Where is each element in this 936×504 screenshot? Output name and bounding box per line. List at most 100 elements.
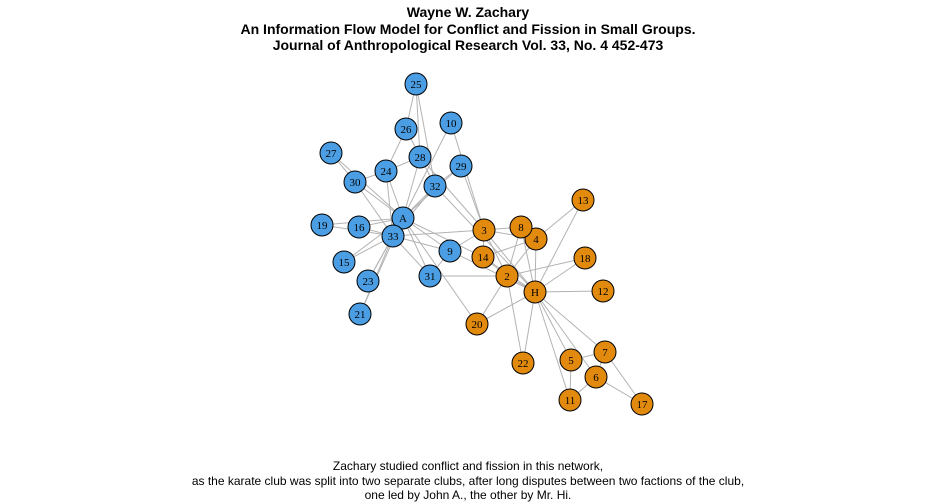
node-label-2: 2 [504,271,510,283]
node-circle-17 [630,392,654,416]
node-circle-26 [394,117,418,141]
node-circle-15 [332,250,356,274]
node-label-29: 29 [456,161,468,173]
node-circle-24 [374,159,398,183]
node-circle-32 [423,174,447,198]
node-label-9: 9 [447,246,453,258]
edge-25-28 [415,83,421,158]
node-12: 12 [591,279,615,303]
node-label-28: 28 [415,152,427,164]
node-circle-11 [558,388,582,412]
node-circle-14 [471,245,495,269]
edge-2-22 [506,275,524,364]
caption-block: Zachary studied conflict and fission in … [0,459,936,503]
edge-H-5 [534,291,572,361]
node-label-20: 20 [472,319,484,331]
edge-H-13 [534,199,584,293]
node-24: 24 [374,159,398,183]
node-label-11: 11 [565,395,576,407]
node-circle-A [391,206,415,230]
title-block: Wayne W. Zachary An Information Flow Mod… [0,4,936,54]
node-21: 21 [348,302,372,326]
node-circle-33 [381,224,405,248]
node-18: 18 [573,246,597,270]
node-22: 22 [511,351,535,375]
node-label-27: 27 [326,148,338,160]
node-circle-28 [408,145,432,169]
node-label-21: 21 [355,309,366,321]
node-5: 5 [559,348,583,372]
node-label-6: 6 [593,372,599,384]
nodes-layer: AH23456789101112131415161718192021222324… [310,72,654,416]
node-label-A: A [399,213,407,225]
edge-H-3 [483,229,536,293]
node-4: 4 [524,227,548,251]
node-label-16: 16 [354,222,366,234]
edge-H-9 [449,250,536,293]
node-3: 3 [472,218,496,242]
node-9: 9 [438,239,462,263]
node-circle-4 [524,227,548,251]
node-25: 25 [404,72,428,96]
journal-line: Journal of Anthropological Research Vol.… [272,37,664,53]
node-label-H: H [531,287,539,299]
node-label-33: 33 [388,231,400,243]
node-circle-21 [348,302,372,326]
node-15: 15 [332,250,356,274]
edge-H-22 [522,291,536,364]
node-circle-16 [347,215,371,239]
node-32: 32 [423,174,447,198]
caption-line-2: as the karate club was split into two se… [191,473,745,488]
node-10: 10 [439,111,463,135]
node-23: 23 [356,269,380,293]
edge-2-18 [506,257,586,277]
edge-H-7 [534,291,606,353]
node-circle-H [523,280,547,304]
node-29: 29 [449,154,473,178]
node-8: 8 [509,215,533,239]
node-label-32: 32 [430,181,441,193]
edge-27-A [330,152,404,219]
node-label-3: 3 [481,225,487,237]
node-26: 26 [394,117,418,141]
edge-3-10 [450,122,485,231]
node-6: 6 [584,365,608,389]
node-label-24: 24 [381,166,393,178]
node-label-15: 15 [339,257,351,269]
caption-line-3: one led by John A., the other by Mr. Hi. [364,488,572,502]
node-H: H [523,280,547,304]
node-27: 27 [319,141,343,165]
node-label-19: 19 [317,220,329,232]
edge-3-28 [419,156,485,231]
node-circle-23 [356,269,380,293]
edge-H-11 [534,291,571,401]
node-circle-18 [573,246,597,270]
node-19: 19 [310,213,334,237]
edges-layer [321,83,643,405]
node-circle-31 [418,264,442,288]
node-circle-19 [310,213,334,237]
node-label-23: 23 [363,276,375,288]
node-7: 7 [593,340,617,364]
node-label-22: 22 [518,358,529,370]
edge-25-32 [415,83,436,187]
node-33: 33 [381,224,405,248]
caption-line-1: Zachary studied conflict and fission in … [332,459,604,473]
node-circle-20 [465,312,489,336]
node-label-25: 25 [411,79,423,91]
edge-3-33 [392,229,485,237]
node-circle-22 [511,351,535,375]
node-31: 31 [418,264,442,288]
node-A: A [391,206,415,230]
node-label-17: 17 [637,399,649,411]
node-label-31: 31 [425,271,436,283]
node-circle-7 [593,340,617,364]
node-circle-5 [559,348,583,372]
node-30: 30 [343,170,367,194]
node-20: 20 [465,312,489,336]
node-circle-30 [343,170,367,194]
node-label-26: 26 [401,124,413,136]
node-16: 16 [347,215,371,239]
node-label-10: 10 [446,118,458,130]
